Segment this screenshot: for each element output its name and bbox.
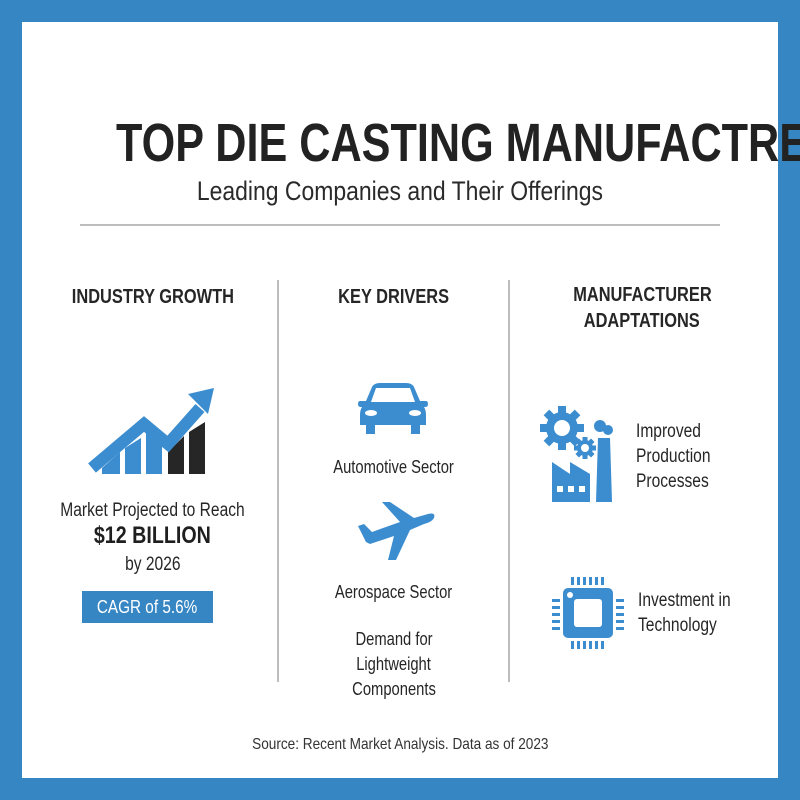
- projection-year: by 2026: [30, 552, 275, 577]
- adaptation-technology-line2: Technology: [638, 613, 778, 638]
- page-title: TOP DIE CASTING MANUFACTRERS: [22, 114, 778, 172]
- driver-aerospace-label: Aerospace Sector: [335, 580, 452, 605]
- adaptation-improved-line1: Improved: [636, 419, 776, 444]
- adaptation-improved-line2-text: Production: [636, 444, 710, 469]
- page-subtitle-text: Leading Companies and Their Offerings: [197, 175, 603, 207]
- page-title-text: TOP DIE CASTING MANUFACTRERS: [116, 114, 800, 172]
- adaptation-improved-line2: Production: [636, 444, 776, 469]
- column-divider-right: [508, 280, 510, 682]
- driver-demand-line2: Lightweight: [280, 652, 508, 677]
- adaptations-heading-line1-text: MANUFACTURER: [573, 282, 711, 308]
- projection-value: $12 BILLION: [30, 522, 275, 550]
- projection-line1: Market Projected to Reach: [60, 498, 244, 523]
- industry-growth-heading: INDUSTRY GROWTH: [30, 284, 275, 310]
- adaptation-technology-line2-text: Technology: [638, 613, 717, 638]
- adaptation-technology-line1-text: Investment in: [638, 588, 731, 613]
- adaptation-technology-line1: Investment in: [638, 588, 778, 613]
- projection-value-text: $12 BILLION: [94, 522, 211, 550]
- infographic-panel: TOP DIE CASTING MANUFACTRERS Leading Com…: [22, 22, 778, 778]
- driver-aerospace: Aerospace Sector: [280, 580, 508, 605]
- header-divider: [80, 224, 720, 226]
- demand-line3-text: Components: [352, 677, 436, 702]
- source-note-text: Source: Recent Market Analysis. Data as …: [252, 735, 548, 755]
- key-drivers-heading: KEY DRIVERS: [280, 284, 508, 310]
- adaptation-improved-line1-text: Improved: [636, 419, 701, 444]
- airplane-icon: [356, 502, 436, 562]
- driver-automotive: Automotive Sector: [280, 455, 508, 480]
- adaptation-improved-line3: Processes: [636, 469, 776, 494]
- car-icon: [356, 383, 430, 435]
- projection-year-text: by 2026: [125, 552, 180, 577]
- column-divider-left: [277, 280, 279, 682]
- driver-automotive-label: Automotive Sector: [334, 455, 455, 480]
- factory-gears-icon: [540, 406, 620, 502]
- page-subtitle: Leading Companies and Their Offerings: [22, 175, 778, 207]
- adaptations-heading-line2-text: ADAPTATIONS: [584, 308, 700, 334]
- projection-text: Market Projected to Reach: [30, 498, 275, 523]
- adaptations-heading-line2: ADAPTATIONS: [512, 308, 772, 334]
- driver-demand-line1: Demand for: [280, 627, 508, 652]
- adaptations-heading-line1: MANUFACTURER: [512, 282, 772, 308]
- source-note: Source: Recent Market Analysis. Data as …: [22, 735, 778, 755]
- demand-line1-text: Demand for: [355, 627, 432, 652]
- driver-demand-line3: Components: [280, 677, 508, 702]
- microchip-icon: [552, 577, 624, 649]
- industry-growth-heading-text: INDUSTRY GROWTH: [71, 284, 233, 310]
- key-drivers-heading-text: KEY DRIVERS: [339, 284, 450, 310]
- demand-line2-text: Lightweight: [357, 652, 432, 677]
- adaptation-improved-line3-text: Processes: [636, 469, 709, 494]
- cagr-badge-text: CAGR of 5.6%: [97, 591, 197, 623]
- cagr-badge: CAGR of 5.6%: [82, 591, 213, 623]
- growth-chart-arrow-icon: [88, 368, 218, 474]
